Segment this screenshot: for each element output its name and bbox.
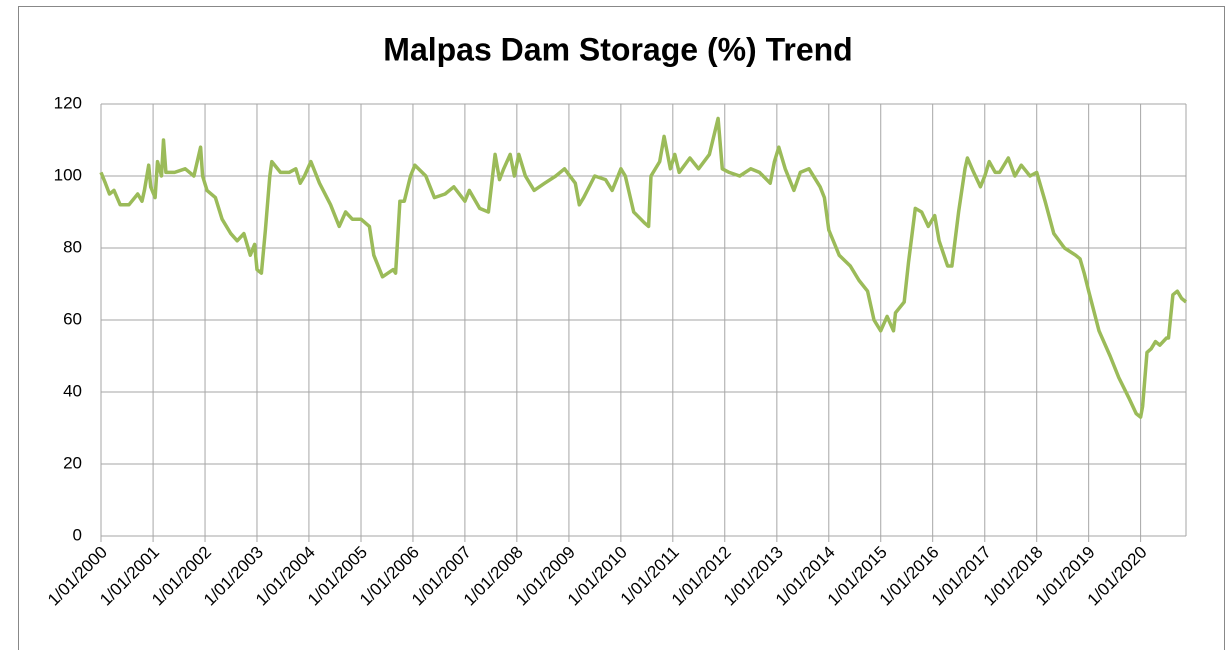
chart-title: Malpas Dam Storage (%) Trend [383,31,852,67]
y-tick-label: 20 [63,453,82,472]
y-tick-label: 60 [63,309,82,328]
data-line [99,116,1188,419]
y-tick-label: 120 [54,93,82,112]
y-tick-label: 0 [73,525,82,544]
y-tick-label: 40 [63,381,82,400]
y-tick-label: 80 [63,237,82,256]
chart-border [18,6,1225,650]
y-tick-label: 100 [54,165,82,184]
